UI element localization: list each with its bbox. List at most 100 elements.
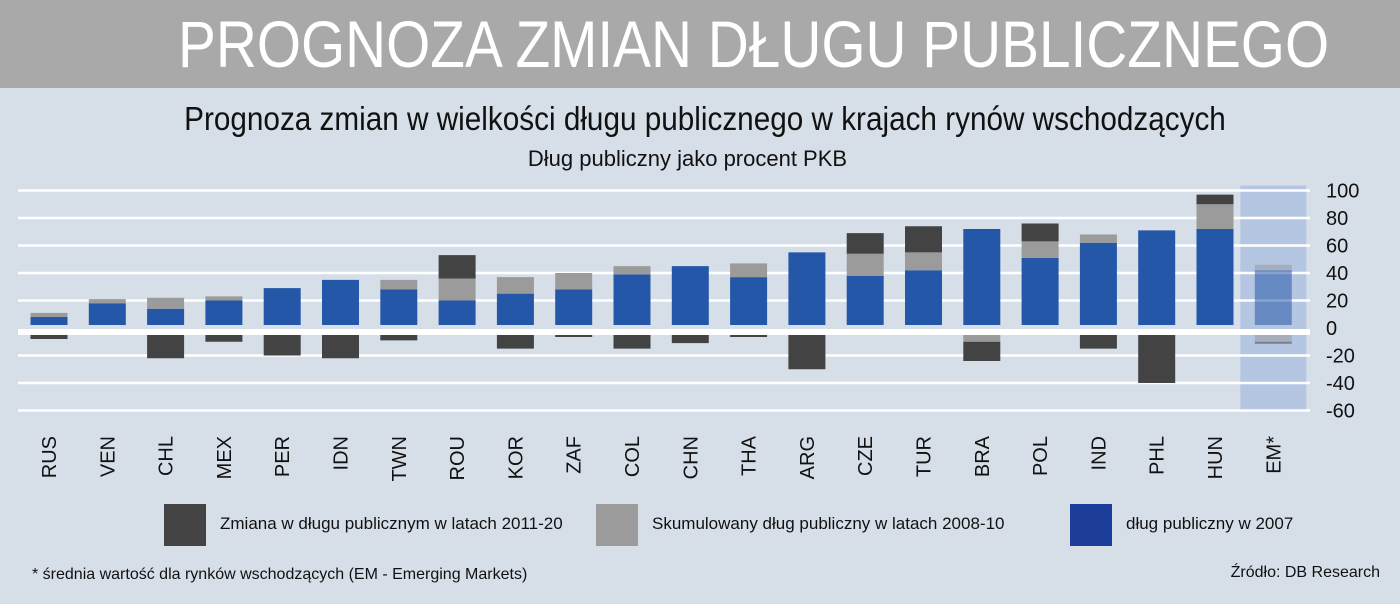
bar-cumulative-2008-10-twn [380,279,418,290]
bar-cumulative-2008-10-em [1254,264,1292,271]
bar-change-2011-20-tur [905,226,942,253]
x-tick-label-em: EM* [1263,436,1285,474]
legend-swatch-blue [1070,504,1112,546]
y-tick-label: -40 [1326,373,1355,395]
bar-change-2011-20-phl [1138,335,1176,383]
bar-change-2011-20-cze [846,233,884,254]
x-tick-label-chl: CHL [156,436,178,476]
bar-debt-2007-cze [846,275,884,325]
bar-debt-2007-twn [380,289,418,325]
x-tick-label-twn: TWN [389,436,411,482]
x-tick-label-chn: CHN [680,436,702,479]
bar-change-2011-20-pol [1021,223,1059,242]
x-tick-label-cze: CZE [855,436,877,476]
bar-change-2011-20-mex [205,335,243,342]
bar-debt-2007-chl [147,308,185,325]
bar-cumulative-2008-10-tha [730,263,768,278]
bar-debt-2007-kor [496,293,534,325]
x-tick-label-zaf: ZAF [564,436,586,474]
legend-swatch-dark [164,504,206,546]
y-tick-label: 100 [1326,181,1359,203]
x-tick-label-hun: HUN [1205,436,1227,479]
bar-debt-2007-pol [1021,257,1059,325]
bar-cumulative-2008-10-rou [438,278,476,301]
x-tick-label-idn: IDN [331,436,353,470]
bar-change-2011-20-col [613,335,651,349]
x-tick-label-pol: POL [1030,436,1052,476]
bar-cumulative-2008-10-chl [147,297,185,309]
bar-debt-2007-chn [671,266,709,325]
legend-label-debt-2007: dług publiczny w 2007 [1126,514,1294,533]
x-tick-label-col: COL [622,436,644,477]
bar-cumulative-negative-bra [963,335,1001,342]
bar-change-2011-20-idn [322,335,359,359]
bar-cumulative-2008-10-kor [496,277,534,294]
bar-change-2011-20-em [1254,341,1292,344]
x-tick-label-bra: BRA [972,435,994,477]
bar-debt-2007-mex [205,300,243,325]
x-tick-label-per: PER [272,436,294,477]
title-banner: PROGNOZA ZMIAN DŁUGU PUBLICZNEGO [0,0,1400,88]
bar-change-2011-20-chl [147,335,185,359]
bar-cumulative-2008-10-zaf [555,273,593,290]
x-tick-label-phl: PHL [1147,436,1169,475]
bar-cumulative-2008-10-ven [88,299,126,304]
footnote: * średnia wartość dla rynków wschodzącyc… [32,566,528,583]
bar-cumulative-2008-10-rus [30,312,68,317]
bar-change-2011-20-zaf [555,335,593,337]
bar-change-2011-20-bra [963,341,1001,361]
bar-change-2011-20-chn [671,335,709,344]
bar-debt-2007-em [1254,270,1292,325]
bar-change-2011-20-kor [496,335,534,349]
bar-debt-2007-rou [438,300,476,325]
bar-debt-2007-phl [1138,230,1176,325]
x-tick-label-rus: RUS [39,436,61,478]
x-tick-label-arg: ARG [797,436,819,479]
bar-debt-2007-ind [1079,242,1117,325]
bar-debt-2007-hun [1196,229,1234,325]
y-tick-label: 0 [1326,318,1337,340]
bar-debt-2007-tur [905,270,942,325]
y-tick-label: 60 [1326,236,1348,258]
bar-change-2011-20-ind [1079,335,1117,349]
legend-label-change-2011-20: Zmiana w długu publicznym w latach 2011-… [220,514,563,533]
bar-cumulative-2008-10-mex [205,296,243,301]
chart-subtitle: Dług publiczny jako procent PKB [527,146,848,171]
bar-cumulative-2008-10-ind [1079,234,1117,243]
x-tick-label-tha: THA [739,435,761,476]
legend-swatch-gray [596,504,638,546]
bar-debt-2007-zaf [555,289,593,325]
x-tick-label-tur: TUR [914,436,936,477]
bar-debt-2007-arg [788,252,826,325]
bar-cumulative-2008-10-tur [905,252,942,271]
y-tick-label: 20 [1326,291,1348,313]
legend-label-cumulative-2008-10: Skumulowany dług publiczny w latach 2008… [652,514,1005,533]
bar-change-2011-20-per [263,335,301,356]
bar-debt-2007-rus [30,317,68,325]
bar-debt-2007-col [613,274,651,325]
bar-change-2011-20-rus [30,335,68,339]
bar-debt-2007-bra [963,229,1001,325]
chart-title: Prognoza zmian w wielkości długu publicz… [184,100,1226,137]
bar-debt-2007-idn [322,279,359,325]
bar-cumulative-2008-10-cze [846,253,884,276]
banner-title: PROGNOZA ZMIAN DŁUGU PUBLICZNEGO [178,7,1330,81]
bar-cumulative-negative-em [1254,335,1292,342]
bar-change-2011-20-twn [380,335,418,341]
bar-cumulative-2008-10-pol [1021,241,1059,258]
x-tick-label-mex: MEX [214,436,236,479]
bar-cumulative-2008-10-hun [1196,204,1234,229]
y-tick-label: -20 [1326,346,1355,368]
bar-change-2011-20-tha [730,335,768,337]
bar-change-2011-20-hun [1196,194,1234,205]
bar-change-2011-20-arg [788,335,826,370]
bar-change-2011-20-rou [438,255,476,279]
x-tick-label-ind: IND [1088,436,1110,470]
x-tick-label-kor: KOR [505,436,527,479]
bar-cumulative-2008-10-col [613,266,651,275]
x-tick-label-rou: ROU [447,436,469,480]
y-tick-label: -60 [1326,401,1355,423]
bar-debt-2007-per [263,288,301,325]
y-tick-label: 40 [1326,263,1348,285]
bar-debt-2007-ven [88,303,126,325]
